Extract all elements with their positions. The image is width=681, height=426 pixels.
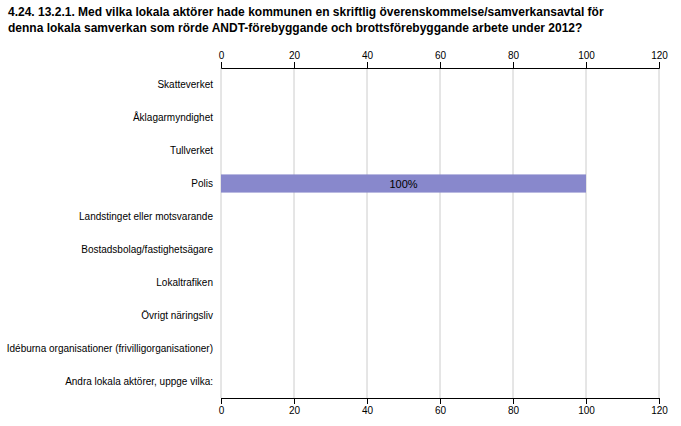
y-tick-label: Idéburna organisationer (frivilligorgani… xyxy=(7,343,213,354)
x-tick-mark xyxy=(659,398,660,404)
x-tick-label: 60 xyxy=(435,50,447,61)
x-tick: 120 xyxy=(651,50,668,68)
bar xyxy=(221,174,586,192)
bar xyxy=(221,141,222,159)
bar xyxy=(221,75,222,93)
y-tick: Polis xyxy=(191,178,221,189)
x-tick: 0 xyxy=(219,398,225,416)
x-tick-mark xyxy=(367,398,368,404)
y-tick: Skatteverket xyxy=(157,79,221,90)
y-tick-label: Bostadsbolag/fastighetsägare xyxy=(81,244,213,255)
y-tick: Åklagarmyndighet xyxy=(133,111,221,123)
bar xyxy=(221,207,222,225)
x-tick-label: 100 xyxy=(578,405,595,416)
x-tick: 20 xyxy=(289,398,301,416)
x-tick-mark xyxy=(367,62,368,68)
x-axis-top-line xyxy=(222,62,660,69)
x-tick: 40 xyxy=(362,398,374,416)
y-tick-label: Polis xyxy=(191,178,213,189)
x-tick: 100 xyxy=(578,398,595,416)
x-tick-mark xyxy=(440,398,441,404)
y-tick: Tullverket xyxy=(170,145,221,156)
grid-line xyxy=(294,68,295,398)
x-tick: 80 xyxy=(508,50,520,68)
x-tick-mark xyxy=(586,398,587,404)
x-tick: 0 xyxy=(219,50,225,68)
bar xyxy=(221,108,222,126)
data-labels: 100% xyxy=(389,178,417,190)
y-tick-label: Andra lokala aktörer, uppge vilka: xyxy=(65,376,213,387)
y-tick-label: Lokaltrafiken xyxy=(156,277,213,288)
x-tick: 60 xyxy=(435,398,447,416)
x-tick-mark xyxy=(294,62,295,68)
x-tick-label: 40 xyxy=(362,50,374,61)
bar xyxy=(221,339,222,357)
x-tick-mark xyxy=(221,398,222,404)
x-tick-mark xyxy=(586,62,587,68)
grid-line xyxy=(440,68,441,398)
y-tick: Övrigt näringsliv xyxy=(141,310,221,321)
grid-line xyxy=(659,68,660,398)
bar xyxy=(221,306,222,324)
plot-area: 0 20 40 60 80 100 120 0 20 40 60 80 100 120 Skatteverk… xyxy=(7,50,669,416)
grid xyxy=(221,68,659,398)
x-tick-label: 0 xyxy=(219,50,225,61)
y-tick-label: Övrigt näringsliv xyxy=(141,310,213,321)
y-tick: Idéburna organisationer (frivilligorgani… xyxy=(7,343,221,354)
title-group: 4.24. 13.2.1. Med vilka lokala aktörer h… xyxy=(8,5,604,35)
subtitle: denna lokala samverkan som rörde ANDT-fö… xyxy=(8,21,582,35)
x-tick-label: 20 xyxy=(289,50,301,61)
title: 4.24. 13.2.1. Med vilka lokala aktörer h… xyxy=(8,5,604,19)
x-tick-mark xyxy=(659,62,660,68)
x-tick-label: 60 xyxy=(435,405,447,416)
x-axis-bottom-line xyxy=(222,399,660,405)
x-tick-mark xyxy=(440,62,441,68)
x-tick-mark xyxy=(513,398,514,404)
y-tick-label: Skatteverket xyxy=(157,79,213,90)
bar xyxy=(221,273,222,291)
y-tick-label: Landstinget eller motsvarande xyxy=(79,211,213,222)
bar xyxy=(221,372,222,390)
x-axis-bottom: 0 20 40 60 80 100 120 xyxy=(219,398,669,416)
x-tick-label: 40 xyxy=(362,405,374,416)
x-tick: 40 xyxy=(362,50,374,68)
y-tick: Landstinget eller motsvarande xyxy=(79,211,221,222)
y-tick-label: Åklagarmyndighet xyxy=(133,111,213,123)
x-tick: 20 xyxy=(289,50,301,68)
x-tick: 120 xyxy=(651,398,668,416)
x-tick: 80 xyxy=(508,398,520,416)
x-tick-mark xyxy=(294,398,295,404)
y-tick: Lokaltrafiken xyxy=(156,277,221,288)
data-label: 100% xyxy=(389,178,417,190)
bars xyxy=(221,174,586,192)
x-tick-mark xyxy=(513,62,514,68)
y-tick: Bostadsbolag/fastighetsägare xyxy=(81,244,221,255)
grid-line xyxy=(513,68,514,398)
grid-line xyxy=(221,68,222,398)
chart-svg: 4.24. 13.2.1. Med vilka lokala aktörer h… xyxy=(0,0,681,426)
x-tick-label: 120 xyxy=(651,50,668,61)
x-tick-label: 80 xyxy=(508,50,520,61)
y-axis: Skatteverket Åklagarmyndighet Tullverket Po… xyxy=(7,79,221,387)
grid-line xyxy=(367,68,368,398)
x-tick: 60 xyxy=(435,50,447,68)
x-tick-mark xyxy=(221,62,222,68)
x-tick-label: 80 xyxy=(508,405,520,416)
x-tick-label: 100 xyxy=(578,50,595,61)
chart-container: 4.24. 13.2.1. Med vilka lokala aktörer h… xyxy=(0,0,681,426)
x-tick-label: 120 xyxy=(651,405,668,416)
grid-line xyxy=(586,68,587,398)
y-tick-label: Tullverket xyxy=(170,145,213,156)
bar xyxy=(221,240,222,258)
y-tick: Andra lokala aktörer, uppge vilka: xyxy=(65,376,221,387)
x-axis-top: 0 20 40 60 80 100 120 xyxy=(219,50,669,69)
x-tick: 100 xyxy=(578,50,595,68)
x-tick-label: 0 xyxy=(219,405,225,416)
x-tick-label: 20 xyxy=(289,405,301,416)
